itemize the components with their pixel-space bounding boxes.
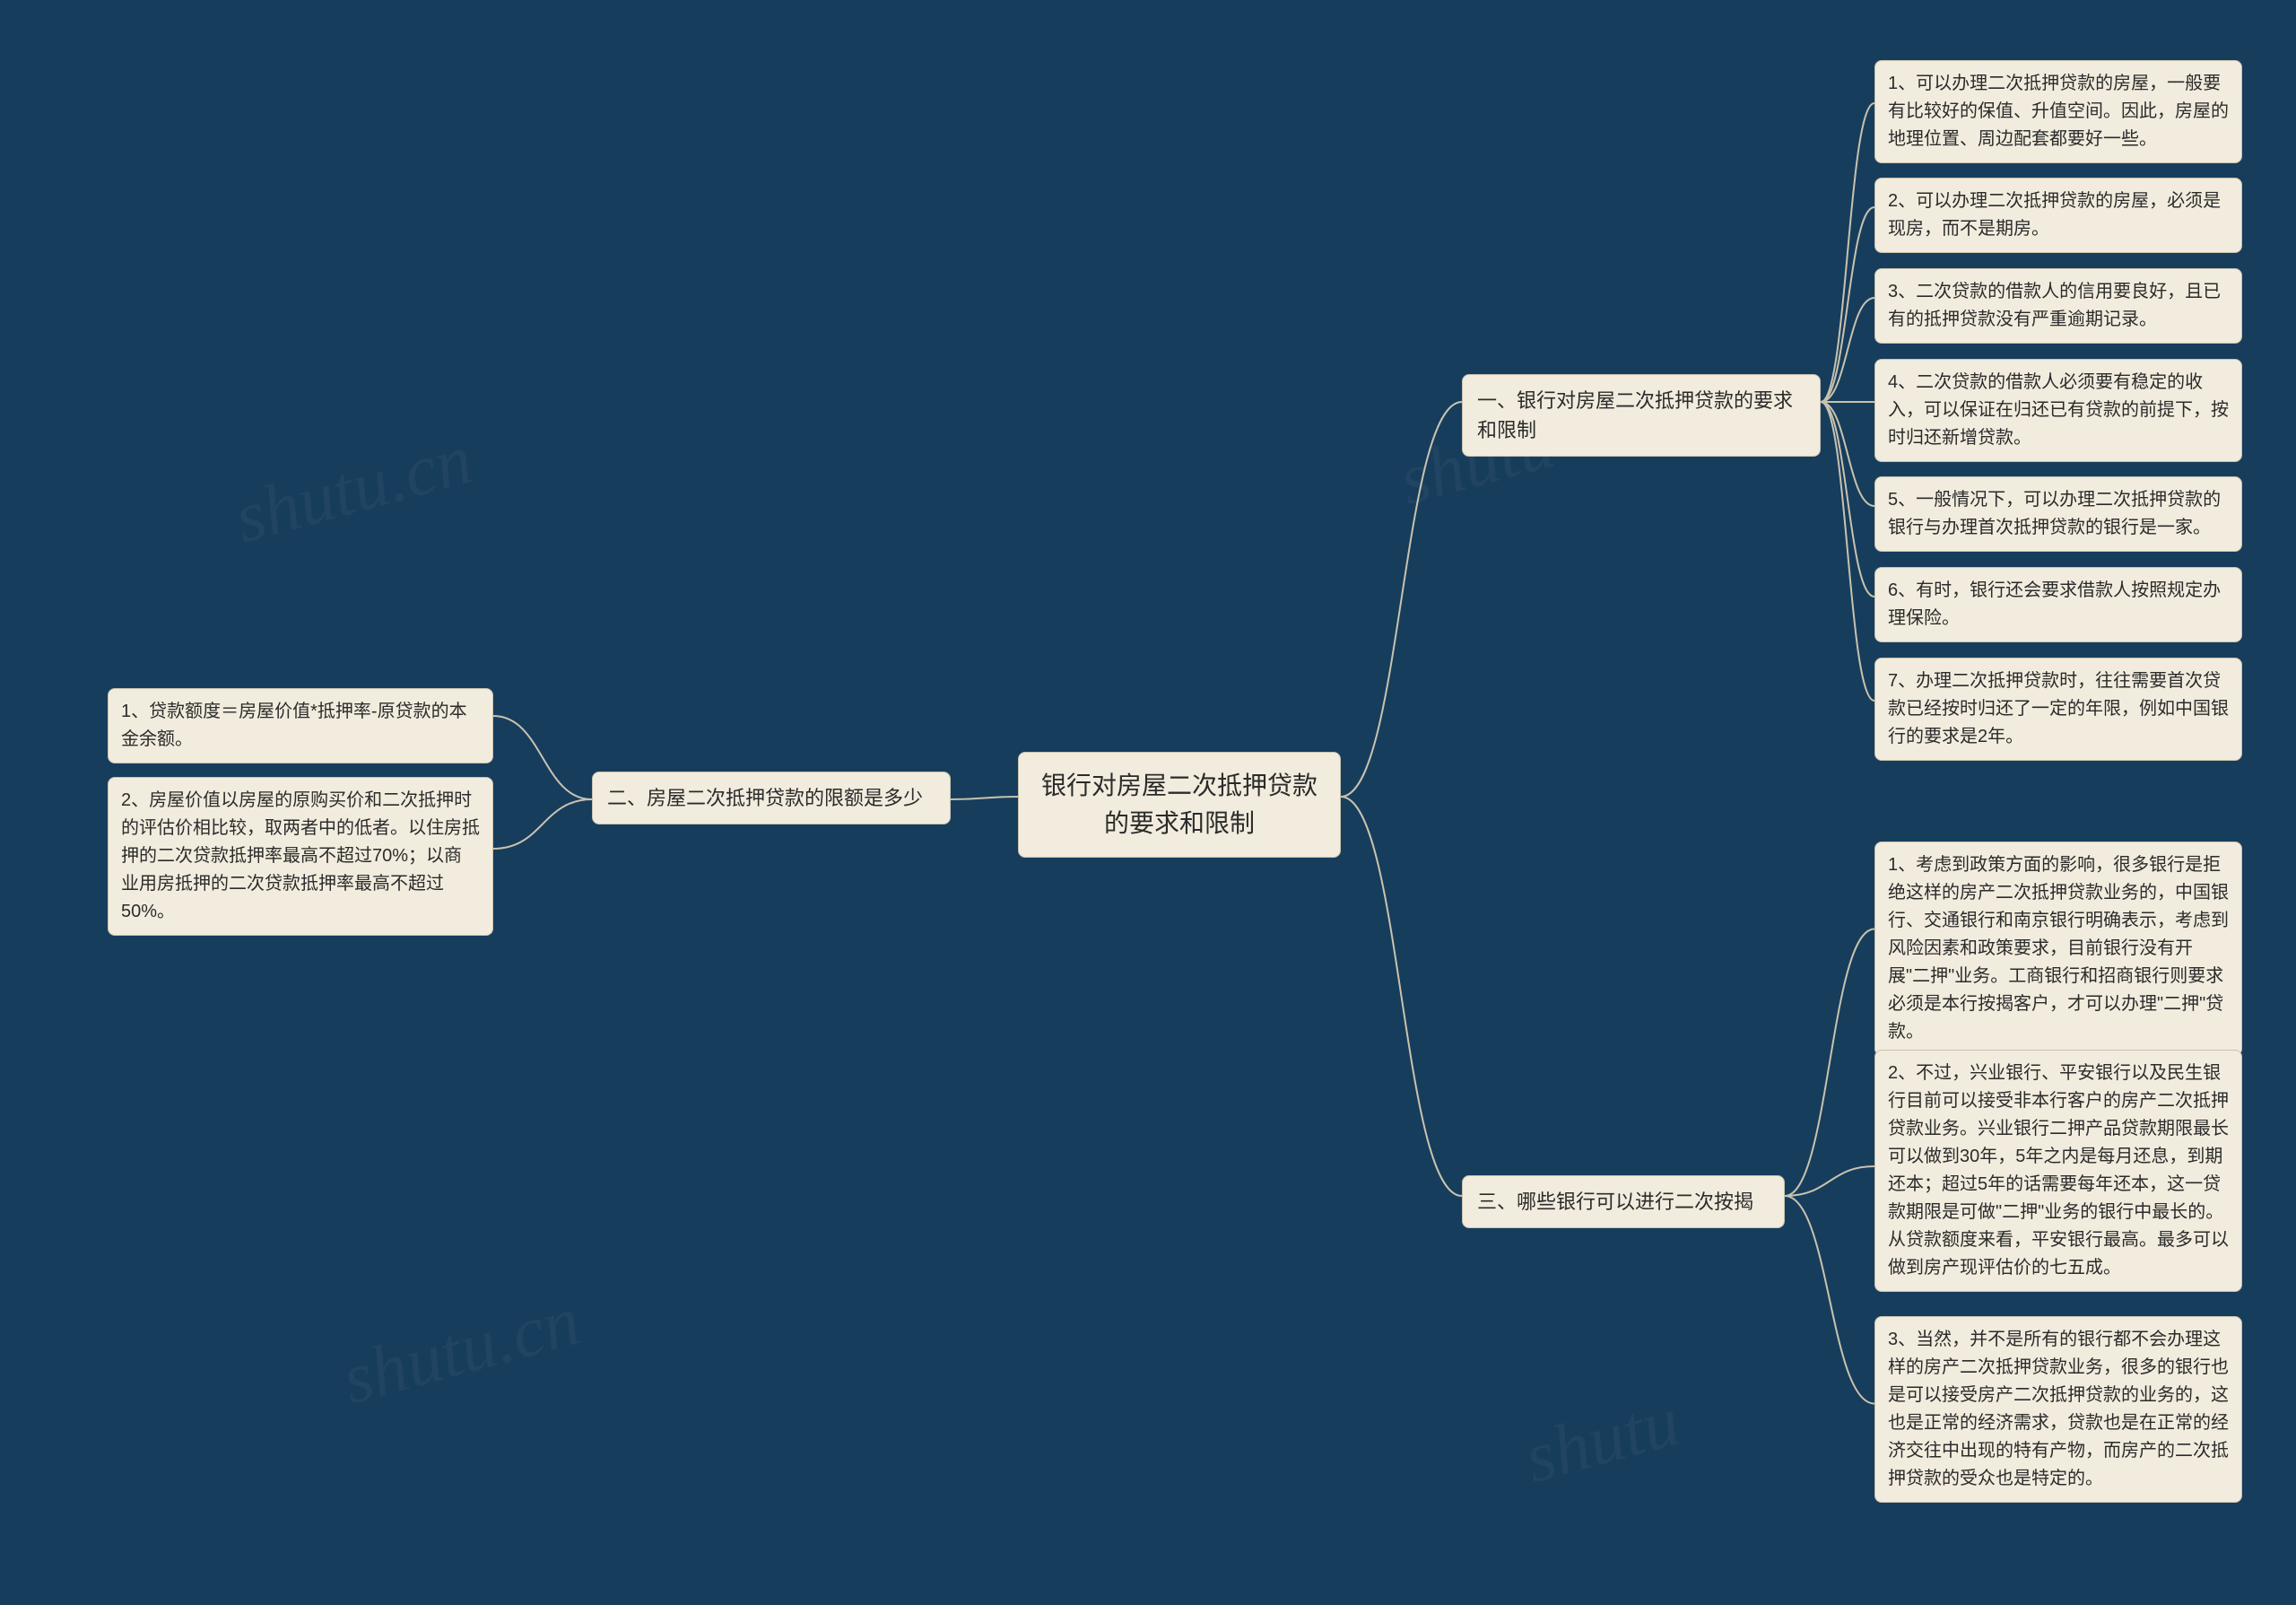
leaf-b2-2: 2、房屋价值以房屋的原购买价和二次抵押时的评估价相比较，取两者中的低者。以住房抵… bbox=[108, 777, 493, 936]
leaf-b1-1: 1、可以办理二次抵押贷款的房屋，一般要有比较好的保值、升值空间。因此，房屋的地理… bbox=[1874, 60, 2242, 163]
leaf-b1-4: 4、二次贷款的借款人必须要有稳定的收入，可以保证在归还已有贷款的前提下，按时归还… bbox=[1874, 359, 2242, 462]
connector-line bbox=[1341, 797, 1462, 1196]
watermark: shutu.cn bbox=[227, 419, 481, 560]
leaf-b3-2: 2、不过，兴业银行、平安银行以及民生银行目前可以接受非本行客户的房产二次抵押贷款… bbox=[1874, 1050, 2242, 1292]
central-topic: 银行对房屋二次抵押贷款的要求和限制 bbox=[1018, 752, 1341, 858]
connector-line bbox=[1785, 929, 1874, 1197]
watermark: shutu bbox=[1517, 1381, 1688, 1500]
connector-line bbox=[493, 799, 592, 849]
connector-line bbox=[1785, 1196, 1874, 1404]
connector-line bbox=[1821, 103, 1874, 402]
leaf-b1-3: 3、二次贷款的借款人的信用要良好，且已有的抵押贷款没有严重逾期记录。 bbox=[1874, 268, 2242, 344]
connector-line bbox=[1821, 298, 1874, 402]
branch-b3: 三、哪些银行可以进行二次按揭 bbox=[1462, 1175, 1785, 1228]
leaf-b1-5: 5、一般情况下，可以办理二次抵押贷款的银行与办理首次抵押贷款的银行是一家。 bbox=[1874, 476, 2242, 552]
connector-line bbox=[951, 797, 1018, 799]
leaf-b1-7: 7、办理二次抵押贷款时，往往需要首次贷款已经按时归还了一定的年限，例如中国银行的… bbox=[1874, 658, 2242, 761]
leaf-b1-2: 2、可以办理二次抵押贷款的房屋，必须是现房，而不是期房。 bbox=[1874, 178, 2242, 253]
connector-line bbox=[1821, 207, 1874, 402]
leaf-b1-6: 6、有时，银行还会要求借款人按照规定办理保险。 bbox=[1874, 567, 2242, 642]
connector-line bbox=[1785, 1166, 1874, 1196]
connector-line bbox=[1821, 402, 1874, 506]
watermark: shutu.cn bbox=[335, 1280, 588, 1421]
connector-line bbox=[493, 716, 592, 799]
branch-b2: 二、房屋二次抵押贷款的限额是多少 bbox=[592, 772, 951, 824]
leaf-b3-3: 3、当然，并不是所有的银行都不会办理这样的房产二次抵押贷款业务，很多的银行也是可… bbox=[1874, 1316, 2242, 1503]
leaf-b3-1: 1、考虑到政策方面的影响，很多银行是拒绝这样的房产二次抵押贷款业务的，中国银行、… bbox=[1874, 842, 2242, 1056]
connector-line bbox=[1821, 402, 1874, 597]
branch-b1: 一、银行对房屋二次抵押贷款的要求和限制 bbox=[1462, 374, 1821, 457]
connector-line bbox=[1341, 402, 1462, 797]
connector-line bbox=[1821, 402, 1874, 701]
leaf-b2-1: 1、贷款额度＝房屋价值*抵押率-原贷款的本金余额。 bbox=[108, 688, 493, 763]
